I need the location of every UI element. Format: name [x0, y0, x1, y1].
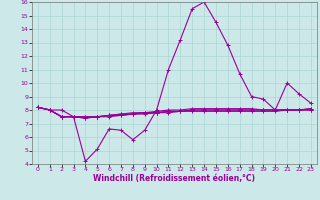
- X-axis label: Windchill (Refroidissement éolien,°C): Windchill (Refroidissement éolien,°C): [93, 174, 255, 183]
